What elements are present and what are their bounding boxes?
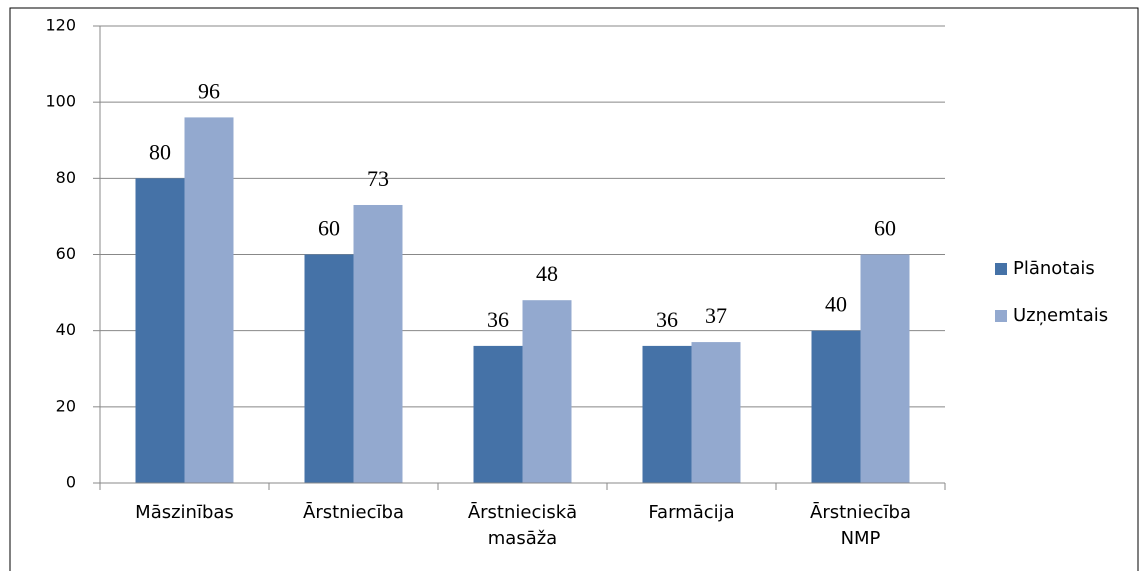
chart-border xyxy=(9,7,1139,571)
bar xyxy=(811,330,861,483)
data-label: 80 xyxy=(149,139,171,164)
bar xyxy=(135,178,185,484)
legend-swatch xyxy=(995,310,1007,322)
data-label: 37 xyxy=(705,303,727,328)
legend-label: Uzņemtais xyxy=(1013,305,1108,326)
x-tick-label: Farmācija xyxy=(648,502,735,523)
y-tick-label: 100 xyxy=(45,92,76,111)
data-label: 40 xyxy=(825,292,847,317)
bar xyxy=(473,345,523,483)
data-label: 60 xyxy=(318,216,340,241)
bar xyxy=(642,345,692,483)
data-label: 73 xyxy=(367,166,389,191)
bar xyxy=(304,254,354,483)
y-tick-label: 80 xyxy=(56,168,76,187)
bar xyxy=(860,254,910,483)
y-tick-label: 0 xyxy=(66,473,76,492)
x-tick-label: Māszinības xyxy=(135,502,234,523)
y-tick-label: 60 xyxy=(56,244,76,263)
y-tick-label: 120 xyxy=(45,16,76,35)
bar xyxy=(353,204,403,483)
legend-swatch xyxy=(995,263,1007,275)
legend-label: Plānotais xyxy=(1013,258,1095,279)
x-tick-label: Ārstnieciskā masāža xyxy=(467,502,578,549)
x-tick-label: Ārstniecība NMP xyxy=(810,502,911,549)
bar xyxy=(691,342,741,483)
data-label: 48 xyxy=(536,261,558,286)
bar xyxy=(522,300,572,483)
bar xyxy=(184,117,234,484)
data-label: 60 xyxy=(874,216,896,241)
data-label: 36 xyxy=(487,307,509,332)
data-label: 96 xyxy=(198,78,220,103)
x-tick-label: Ārstniecība xyxy=(303,502,404,523)
y-tick-label: 20 xyxy=(56,396,76,415)
data-label: 36 xyxy=(656,307,678,332)
y-tick-label: 40 xyxy=(56,320,76,339)
